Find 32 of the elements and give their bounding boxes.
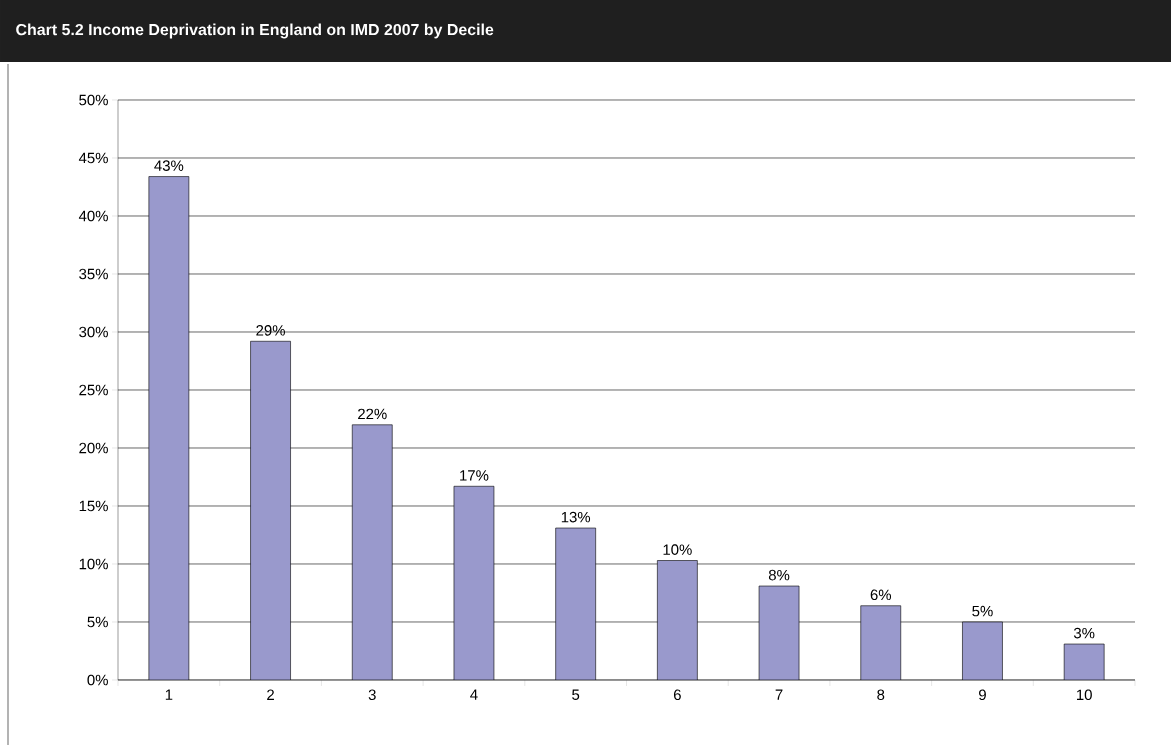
y-tick-label: 50% <box>79 94 108 106</box>
x-tick-label: 1 <box>165 689 173 700</box>
x-tick-label: 5 <box>572 689 580 700</box>
y-tick-label: 45% <box>78 152 108 164</box>
x-tick-label: 10 <box>1076 689 1092 701</box>
data-label: 6% <box>870 589 892 601</box>
y-tick-label: 0% <box>87 674 108 686</box>
data-label: 43% <box>154 160 184 171</box>
x-tick-label: 7 <box>775 689 783 700</box>
data-label: 8% <box>768 569 790 581</box>
x-tick-label: 3 <box>368 689 376 701</box>
x-tick-label: 4 <box>470 689 478 700</box>
y-tick-label: 15% <box>79 500 108 512</box>
data-label: 17% <box>460 470 489 481</box>
x-tick-label: 2 <box>267 689 274 700</box>
data-label: 10% <box>663 544 692 555</box>
y-tick-label: 5% <box>87 616 108 628</box>
data-label: 29% <box>256 325 285 336</box>
chart-title: Chart 5.2 Income Deprivation in England on IMD 2007 by Decile <box>16 23 494 39</box>
y-tick-label: 10% <box>79 558 108 570</box>
y-tick-label: 20% <box>79 442 108 454</box>
x-tick-label: 8 <box>877 689 885 701</box>
data-label: 22% <box>358 408 387 420</box>
x-tick-label: 6 <box>673 689 681 701</box>
x-tick-label: 9 <box>979 689 986 701</box>
y-tick-label: 30% <box>79 326 108 338</box>
y-tick-label: 40% <box>78 210 108 222</box>
y-tick-label: 25% <box>79 384 108 396</box>
data-label: 3% <box>1073 627 1095 639</box>
y-tick-label: 35% <box>79 268 108 280</box>
data-label: 5% <box>972 605 993 617</box>
data-label: 13% <box>561 511 591 523</box>
